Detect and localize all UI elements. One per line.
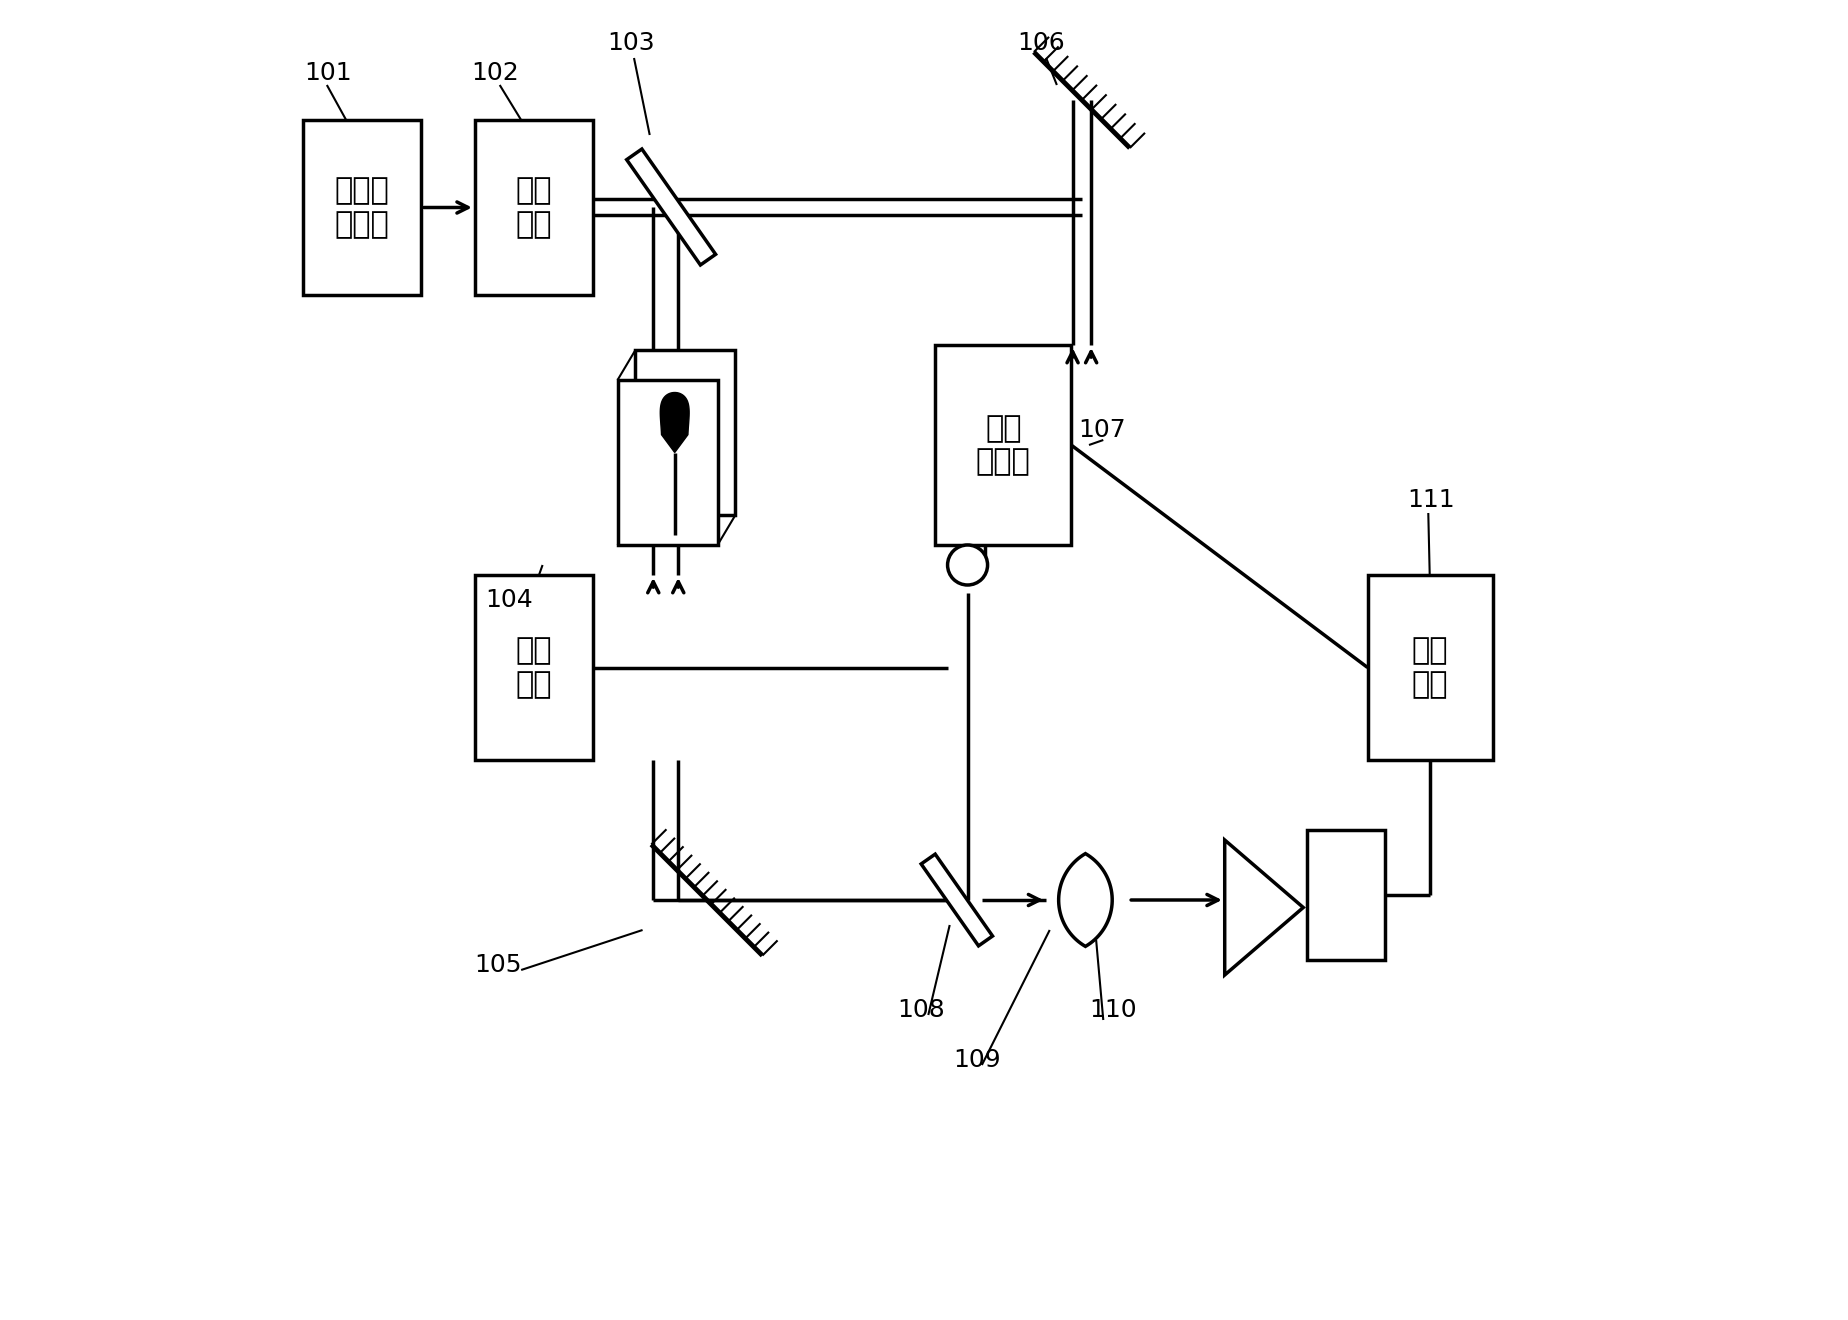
Polygon shape bbox=[920, 854, 992, 946]
Text: 可调
移相器: 可调 移相器 bbox=[976, 413, 1031, 477]
FancyBboxPatch shape bbox=[1368, 576, 1493, 760]
Polygon shape bbox=[660, 392, 689, 453]
FancyBboxPatch shape bbox=[617, 380, 717, 545]
Text: 111: 111 bbox=[1406, 488, 1454, 512]
Polygon shape bbox=[1059, 854, 1112, 946]
FancyBboxPatch shape bbox=[1307, 830, 1386, 960]
Polygon shape bbox=[626, 149, 715, 265]
Text: 103: 103 bbox=[606, 30, 654, 55]
Text: 105: 105 bbox=[475, 953, 523, 977]
FancyBboxPatch shape bbox=[935, 345, 1072, 545]
Text: 106: 106 bbox=[1018, 30, 1064, 55]
FancyBboxPatch shape bbox=[303, 120, 421, 294]
Circle shape bbox=[948, 545, 987, 585]
FancyBboxPatch shape bbox=[636, 350, 736, 515]
Text: 108: 108 bbox=[898, 998, 946, 1022]
Text: 调制
装置: 调制 装置 bbox=[516, 636, 553, 698]
Text: 104: 104 bbox=[486, 587, 534, 612]
FancyBboxPatch shape bbox=[475, 120, 593, 294]
Text: 太赫兹
激光源: 太赫兹 激光源 bbox=[334, 176, 390, 239]
Text: 控制
模块: 控制 模块 bbox=[1412, 636, 1449, 698]
FancyBboxPatch shape bbox=[475, 576, 593, 760]
Text: 101: 101 bbox=[305, 61, 353, 84]
Text: 109: 109 bbox=[954, 1048, 1002, 1072]
Text: 110: 110 bbox=[1088, 998, 1137, 1022]
Text: 107: 107 bbox=[1077, 418, 1125, 442]
Text: 扩束
装置: 扩束 装置 bbox=[516, 176, 553, 239]
Polygon shape bbox=[1225, 840, 1303, 975]
Text: 102: 102 bbox=[471, 61, 519, 84]
